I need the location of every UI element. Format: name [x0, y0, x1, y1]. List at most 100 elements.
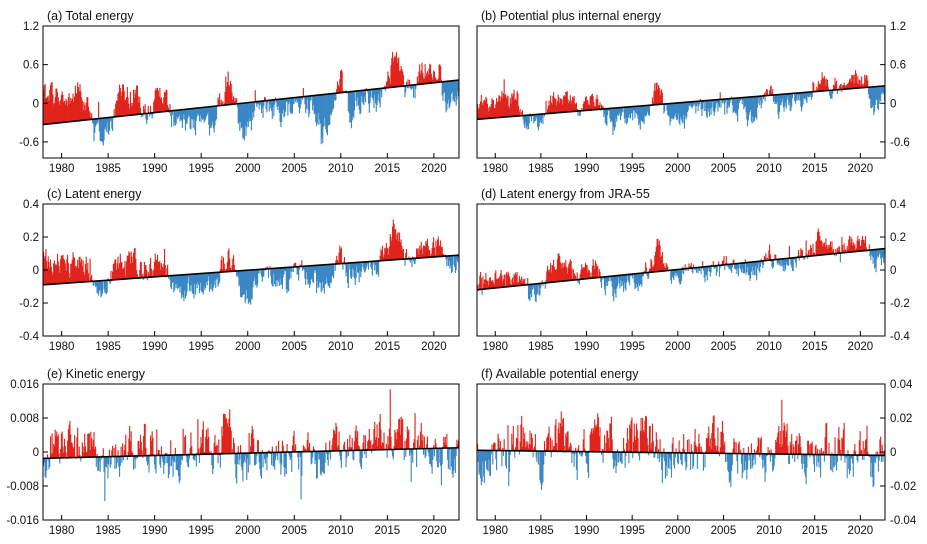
anomaly-bar [622, 275, 624, 286]
anomaly-bar [248, 270, 250, 303]
anomaly-bar [724, 99, 726, 115]
anomaly-bar [91, 113, 93, 120]
anomaly-bar [214, 434, 216, 454]
anomaly-bar [779, 259, 781, 267]
anomaly-bar [243, 270, 245, 294]
anomaly-bar [869, 250, 871, 257]
x-tick-label: 1985 [528, 341, 554, 353]
anomaly-bar [683, 434, 685, 453]
anomaly-bar [530, 114, 532, 118]
anomaly-bar [813, 252, 816, 256]
anomaly-bar [868, 455, 870, 458]
anomaly-bar [302, 266, 304, 270]
anomaly-bar [528, 284, 530, 300]
anomaly-bar [851, 75, 853, 89]
anomaly-bar [664, 452, 666, 479]
anomaly-bar [106, 117, 108, 123]
anomaly-bar [638, 273, 640, 284]
anomaly-bar [486, 280, 488, 289]
anomaly-bar [331, 93, 333, 113]
anomaly-bar [653, 452, 655, 458]
anomaly-bar [328, 264, 330, 286]
anomaly-bar [661, 89, 663, 105]
anomaly-bar [457, 255, 460, 258]
anomaly-bar [288, 452, 290, 457]
anomaly-bar [660, 452, 662, 458]
anomaly-bar [201, 429, 204, 455]
anomaly-bar [357, 431, 359, 451]
anomaly-bar [674, 452, 676, 469]
anomaly-bar [246, 102, 249, 122]
anomaly-bar [604, 435, 606, 452]
anomaly-bar [153, 101, 155, 113]
anomaly-bar [288, 267, 290, 280]
anomaly-bar [236, 271, 238, 277]
anomaly-bar [447, 81, 449, 100]
anomaly-bar [558, 97, 560, 113]
anomaly-bar [304, 96, 306, 105]
anomaly-bar [371, 261, 373, 270]
anomaly-bar [539, 114, 541, 123]
anomaly-bar [183, 109, 185, 115]
anomaly-bar [737, 443, 739, 454]
anomaly-bar [281, 440, 283, 453]
anomaly-bar [732, 448, 734, 454]
anomaly-bar [613, 452, 615, 469]
anomaly-bar [58, 453, 60, 458]
anomaly-bar [191, 274, 193, 286]
anomaly-bar [861, 235, 863, 251]
anomaly-bar [376, 424, 378, 450]
anomaly-bar [300, 451, 302, 500]
x-tick-label: 2010 [328, 341, 354, 353]
anomaly-bar [313, 448, 315, 452]
anomaly-bar [618, 452, 620, 462]
anomaly-bar [811, 441, 813, 455]
anomaly-bar [613, 275, 616, 290]
trend-line [42, 254, 460, 286]
anomaly-bar [260, 101, 262, 105]
anomaly-bar [592, 259, 594, 279]
anomaly-bar [482, 105, 484, 119]
anomaly-bar [879, 249, 881, 253]
anomaly-bar [521, 415, 523, 451]
anomaly-bar [129, 263, 131, 279]
anomaly-bar [600, 109, 602, 111]
anomaly-bar [149, 113, 151, 117]
anomaly-bar [268, 100, 270, 112]
anomaly-bar [305, 266, 308, 273]
anomaly-bar [740, 263, 743, 273]
anomaly-bar [247, 270, 249, 304]
anomaly-bar [252, 269, 254, 288]
anomaly-bar [335, 260, 337, 264]
anomaly-bar [230, 269, 232, 272]
anomaly-bar [364, 450, 366, 455]
anomaly-bar [177, 275, 180, 288]
anomaly-bar [617, 452, 619, 463]
anomaly-bar [178, 275, 180, 288]
anomaly-bar [512, 426, 514, 451]
anomaly-bar [610, 276, 612, 282]
anomaly-bar [153, 455, 156, 465]
anomaly-bar [710, 266, 712, 273]
anomaly-bar [623, 275, 625, 293]
anomaly-bar [850, 454, 852, 459]
anomaly-bar [440, 79, 442, 82]
anomaly-bar [708, 266, 711, 272]
anomaly-bar [865, 438, 867, 456]
anomaly-bar [645, 267, 647, 273]
anomaly-bar [741, 453, 743, 479]
anomaly-bar [537, 114, 539, 127]
anomaly-bar [353, 91, 356, 111]
anomaly-bar [355, 262, 357, 278]
anomaly-bar [163, 455, 166, 465]
anomaly-bar [664, 268, 666, 271]
anomaly-bar [163, 248, 166, 277]
anomaly-bar [394, 229, 396, 260]
anomaly-bar [497, 433, 499, 451]
anomaly-bar [381, 245, 384, 261]
anomaly-bar [510, 279, 512, 287]
anomaly-bar [44, 458, 46, 477]
anomaly-bar [236, 453, 238, 484]
anomaly-bar [154, 90, 156, 113]
anomaly-bar [259, 452, 261, 470]
